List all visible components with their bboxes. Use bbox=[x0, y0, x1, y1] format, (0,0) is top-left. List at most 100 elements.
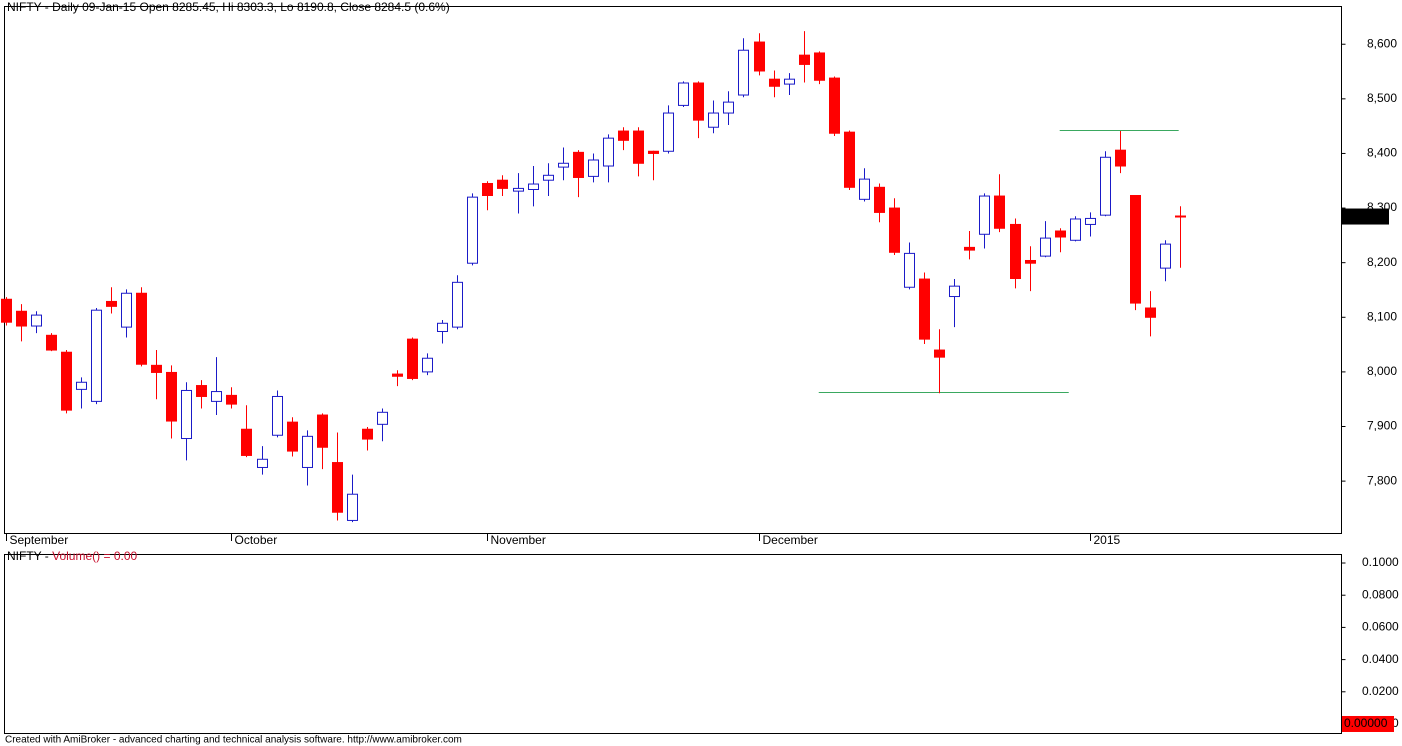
candle-body bbox=[151, 364, 162, 373]
y-tick-label: 8,500 bbox=[1367, 91, 1397, 105]
y-tick-label: 0.0200 bbox=[1362, 684, 1399, 698]
candle-body bbox=[513, 187, 524, 192]
candle-body bbox=[362, 428, 373, 440]
candle-body bbox=[211, 391, 222, 402]
candle-body bbox=[166, 371, 177, 422]
candle-body bbox=[1100, 156, 1111, 216]
candle-body bbox=[196, 385, 207, 397]
candle-body bbox=[31, 314, 42, 327]
price-panel bbox=[4, 6, 1342, 534]
y-tick-label: 8,200 bbox=[1367, 255, 1397, 269]
candle-body bbox=[497, 179, 508, 189]
candle-body bbox=[332, 462, 343, 513]
candle-body bbox=[302, 435, 313, 468]
x-tick-label: October bbox=[235, 533, 278, 547]
candle-body bbox=[754, 41, 765, 72]
y-tick-label: 0.0600 bbox=[1362, 620, 1399, 634]
candle-body bbox=[543, 174, 554, 181]
candle-body bbox=[874, 186, 885, 213]
candle-body bbox=[919, 278, 930, 340]
candle-body bbox=[829, 77, 840, 134]
candle-body bbox=[573, 151, 584, 178]
volume-title-symbol: NIFTY - bbox=[7, 549, 49, 563]
volume-title: NIFTY - Volume() = 0.00 bbox=[7, 549, 138, 563]
candle-body bbox=[979, 195, 990, 235]
candle-body bbox=[407, 338, 418, 379]
candle-body bbox=[16, 310, 27, 327]
candle-body bbox=[91, 309, 102, 402]
volume-panel bbox=[4, 554, 1342, 734]
footer: Created with AmiBroker - advanced charti… bbox=[5, 735, 462, 746]
candle-body bbox=[452, 281, 463, 328]
candle-body bbox=[1175, 215, 1186, 218]
candle-body bbox=[46, 334, 57, 351]
last-price-label: 8,284.5 bbox=[1346, 209, 1386, 223]
candle-body bbox=[723, 101, 734, 114]
candle-body bbox=[904, 252, 915, 288]
candle-body bbox=[1070, 218, 1081, 241]
candle-body bbox=[121, 292, 132, 328]
candle-body bbox=[663, 112, 674, 152]
candle-body bbox=[769, 78, 780, 87]
y-tick-label: 0.1000 bbox=[1362, 555, 1399, 569]
y-tick-label: 0.0400 bbox=[1362, 652, 1399, 666]
candle-body bbox=[618, 130, 629, 141]
candle-body bbox=[964, 246, 975, 251]
candle-body bbox=[392, 373, 403, 377]
candle-body bbox=[1040, 237, 1051, 257]
candle-body bbox=[226, 394, 237, 405]
chart-title: NIFTY - Daily 09-Jan-15 Open 8285.45, Hi… bbox=[7, 0, 450, 14]
x-tick-label: September bbox=[10, 533, 69, 547]
candle-body bbox=[558, 162, 569, 168]
volume-title-value: Volume() = 0.00 bbox=[52, 549, 137, 563]
y-tick-label: 8,600 bbox=[1367, 36, 1397, 50]
candle-body bbox=[844, 131, 855, 188]
candle-body bbox=[934, 349, 945, 358]
candle-body bbox=[784, 78, 795, 85]
last-volume-label: 0.00000 bbox=[1344, 716, 1388, 730]
candle-body bbox=[693, 82, 704, 121]
last-price-box bbox=[1342, 208, 1389, 225]
candle-body bbox=[889, 207, 900, 253]
candle-body bbox=[1145, 307, 1156, 318]
candle-body bbox=[708, 112, 719, 128]
candle-body bbox=[1055, 230, 1066, 238]
candle-body bbox=[1160, 243, 1171, 269]
candle-body bbox=[482, 182, 493, 197]
y-tick-label: 0.0800 bbox=[1362, 587, 1399, 601]
candle-body bbox=[648, 150, 659, 154]
candle-body bbox=[814, 52, 825, 81]
last-volume-box bbox=[1342, 715, 1394, 732]
y-tick-label: 8,000 bbox=[1367, 364, 1397, 378]
candle-body bbox=[272, 395, 283, 436]
candle-body bbox=[136, 292, 147, 365]
x-tick-label: November bbox=[491, 533, 546, 547]
candle-body bbox=[377, 411, 388, 425]
candle-body bbox=[678, 82, 689, 106]
candle-body bbox=[257, 458, 268, 468]
y-tick-label: 7,900 bbox=[1367, 419, 1397, 433]
candle-body bbox=[241, 428, 252, 456]
candle-body bbox=[467, 196, 478, 264]
candle-body bbox=[422, 357, 433, 373]
candle-body bbox=[437, 322, 448, 332]
candle-body bbox=[1130, 195, 1141, 304]
y-tick-label: 8,400 bbox=[1367, 146, 1397, 160]
candle-body bbox=[347, 493, 358, 521]
candle-body bbox=[287, 421, 298, 452]
candle-body bbox=[1025, 259, 1036, 264]
candle-body bbox=[738, 49, 749, 96]
candle-body bbox=[317, 414, 328, 448]
candle-body bbox=[61, 351, 72, 411]
candle-body bbox=[106, 300, 117, 307]
x-tick-label: 2015 bbox=[1094, 533, 1121, 547]
y-tick-label: 7,800 bbox=[1367, 473, 1397, 487]
candle-body bbox=[859, 178, 870, 200]
candle-body bbox=[1115, 149, 1126, 167]
candle-body bbox=[603, 137, 614, 167]
candle-body bbox=[633, 130, 644, 164]
candle-body bbox=[588, 159, 599, 177]
candle-body bbox=[528, 183, 539, 190]
candle-body bbox=[181, 389, 192, 440]
